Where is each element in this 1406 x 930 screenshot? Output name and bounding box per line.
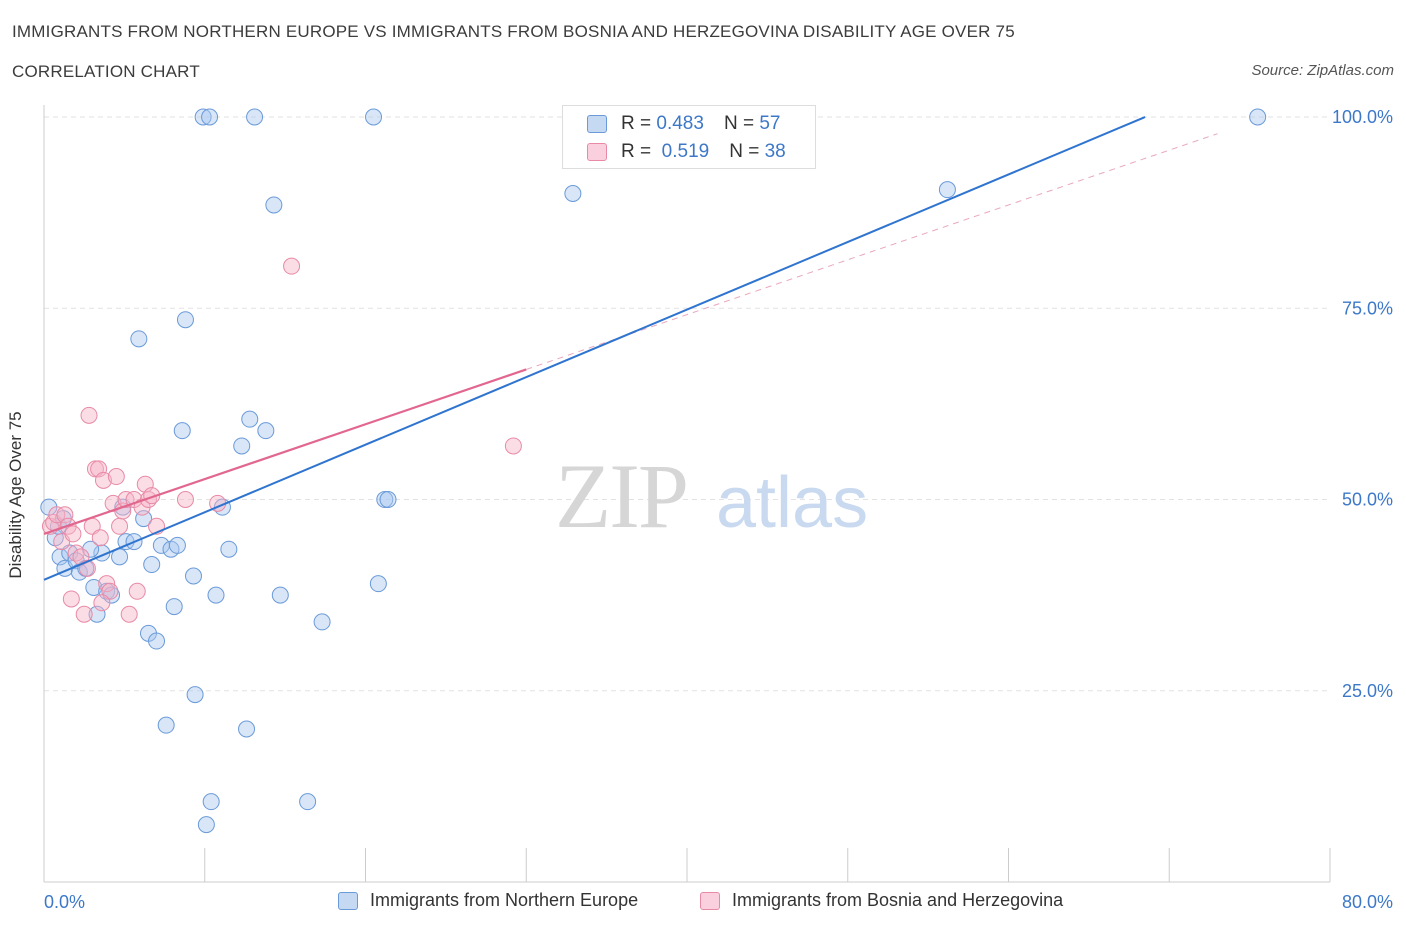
chart-title: IMMIGRANTS FROM NORTHERN EUROPE VS IMMIG… (12, 22, 1015, 41)
pink-swatch (700, 891, 720, 910)
point-northern-europe (85, 578, 103, 596)
point-northern-europe (241, 410, 259, 428)
point-northern-europe (197, 816, 215, 834)
point-northern-europe (143, 556, 161, 574)
point-bosnia (107, 468, 125, 486)
point-northern-europe (168, 536, 186, 554)
point-bosnia (80, 406, 98, 424)
y-axis-label: Disability Age Over 75 (6, 411, 25, 579)
point-northern-europe (207, 586, 225, 604)
legend-label: Immigrants from Bosnia and Herzegovina (732, 890, 1064, 910)
point-bosnia (91, 529, 109, 547)
point-bosnia (504, 437, 522, 455)
point-northern-europe (246, 108, 264, 126)
point-northern-europe (299, 793, 317, 811)
point-bosnia (283, 257, 301, 275)
source-label: Source: ZipAtlas.com (1251, 62, 1394, 79)
point-northern-europe (202, 793, 220, 811)
r-value: 0.483 (656, 113, 704, 134)
point-northern-europe (257, 422, 275, 440)
point-northern-europe (186, 686, 204, 704)
n-label: N = (723, 113, 755, 134)
legend-item-northern-europe[interactable]: Immigrants from Northern Europe (338, 890, 638, 911)
n-label: N = (729, 141, 760, 162)
stats-row-northern-europe: R = 0.483 N = 57 (587, 113, 780, 135)
point-northern-europe (194, 108, 212, 126)
y-tick-label: 100.0% (1332, 107, 1393, 127)
point-bosnia (111, 517, 129, 535)
y-tick-label: 50.0% (1342, 490, 1393, 510)
blue-swatch (587, 115, 607, 133)
watermark-zip: ZIP (555, 445, 687, 547)
trend-extension-bosnia (526, 133, 1218, 370)
point-northern-europe (1249, 108, 1267, 126)
point-northern-europe (238, 720, 256, 738)
pink-swatch (587, 143, 607, 161)
point-northern-europe (165, 598, 183, 616)
legend-label: Immigrants from Northern Europe (370, 890, 639, 910)
trend-line-bosnia (43, 368, 527, 535)
point-bosnia (62, 590, 80, 608)
point-northern-europe (201, 108, 219, 126)
point-northern-europe (148, 632, 166, 650)
point-northern-europe (157, 716, 175, 734)
point-northern-europe (176, 311, 194, 329)
legend-item-bosnia[interactable]: Immigrants from Bosnia and Herzegovina (700, 890, 1063, 911)
point-northern-europe (313, 613, 331, 631)
point-bosnia (120, 605, 138, 623)
point-bosnia (64, 525, 82, 543)
trend-line-northern-europe (43, 116, 1146, 581)
blue-swatch (338, 891, 358, 910)
x-tick-label: 0.0% (44, 892, 85, 912)
n-value: 38 (764, 141, 786, 162)
point-northern-europe (271, 586, 289, 604)
point-northern-europe (564, 185, 582, 202)
x-tick-label: 80.0% (1342, 892, 1393, 912)
point-bosnia (176, 491, 194, 508)
point-northern-europe (220, 540, 238, 558)
y-tick-label: 25.0% (1342, 681, 1393, 701)
point-northern-europe (184, 567, 202, 585)
watermark-atlas: atlas (716, 463, 868, 543)
point-bosnia (75, 605, 93, 623)
point-northern-europe (265, 196, 283, 214)
stats-row-bosnia: R = 0.519 N = 38 (587, 141, 786, 163)
point-northern-europe (130, 330, 148, 348)
chart-subtitle: CORRELATION CHART (12, 62, 200, 81)
r-label: R = (621, 141, 652, 162)
r-label: R = (621, 113, 652, 134)
point-northern-europe (233, 437, 251, 455)
point-northern-europe (173, 422, 191, 440)
y-tick-label: 75.0% (1342, 298, 1393, 318)
point-northern-europe (365, 108, 383, 126)
point-bosnia (128, 582, 146, 600)
n-value: 57 (759, 113, 781, 134)
point-northern-europe (938, 181, 956, 199)
point-bosnia (94, 471, 112, 489)
point-bosnia (93, 594, 111, 612)
point-northern-europe (379, 491, 397, 508)
point-northern-europe (369, 575, 387, 593)
stats-legend: R = 0.483 N = 57 R = 0.519 N = 38 (562, 105, 816, 169)
r-value: 0.519 (661, 141, 710, 162)
point-bosnia (78, 559, 96, 577)
